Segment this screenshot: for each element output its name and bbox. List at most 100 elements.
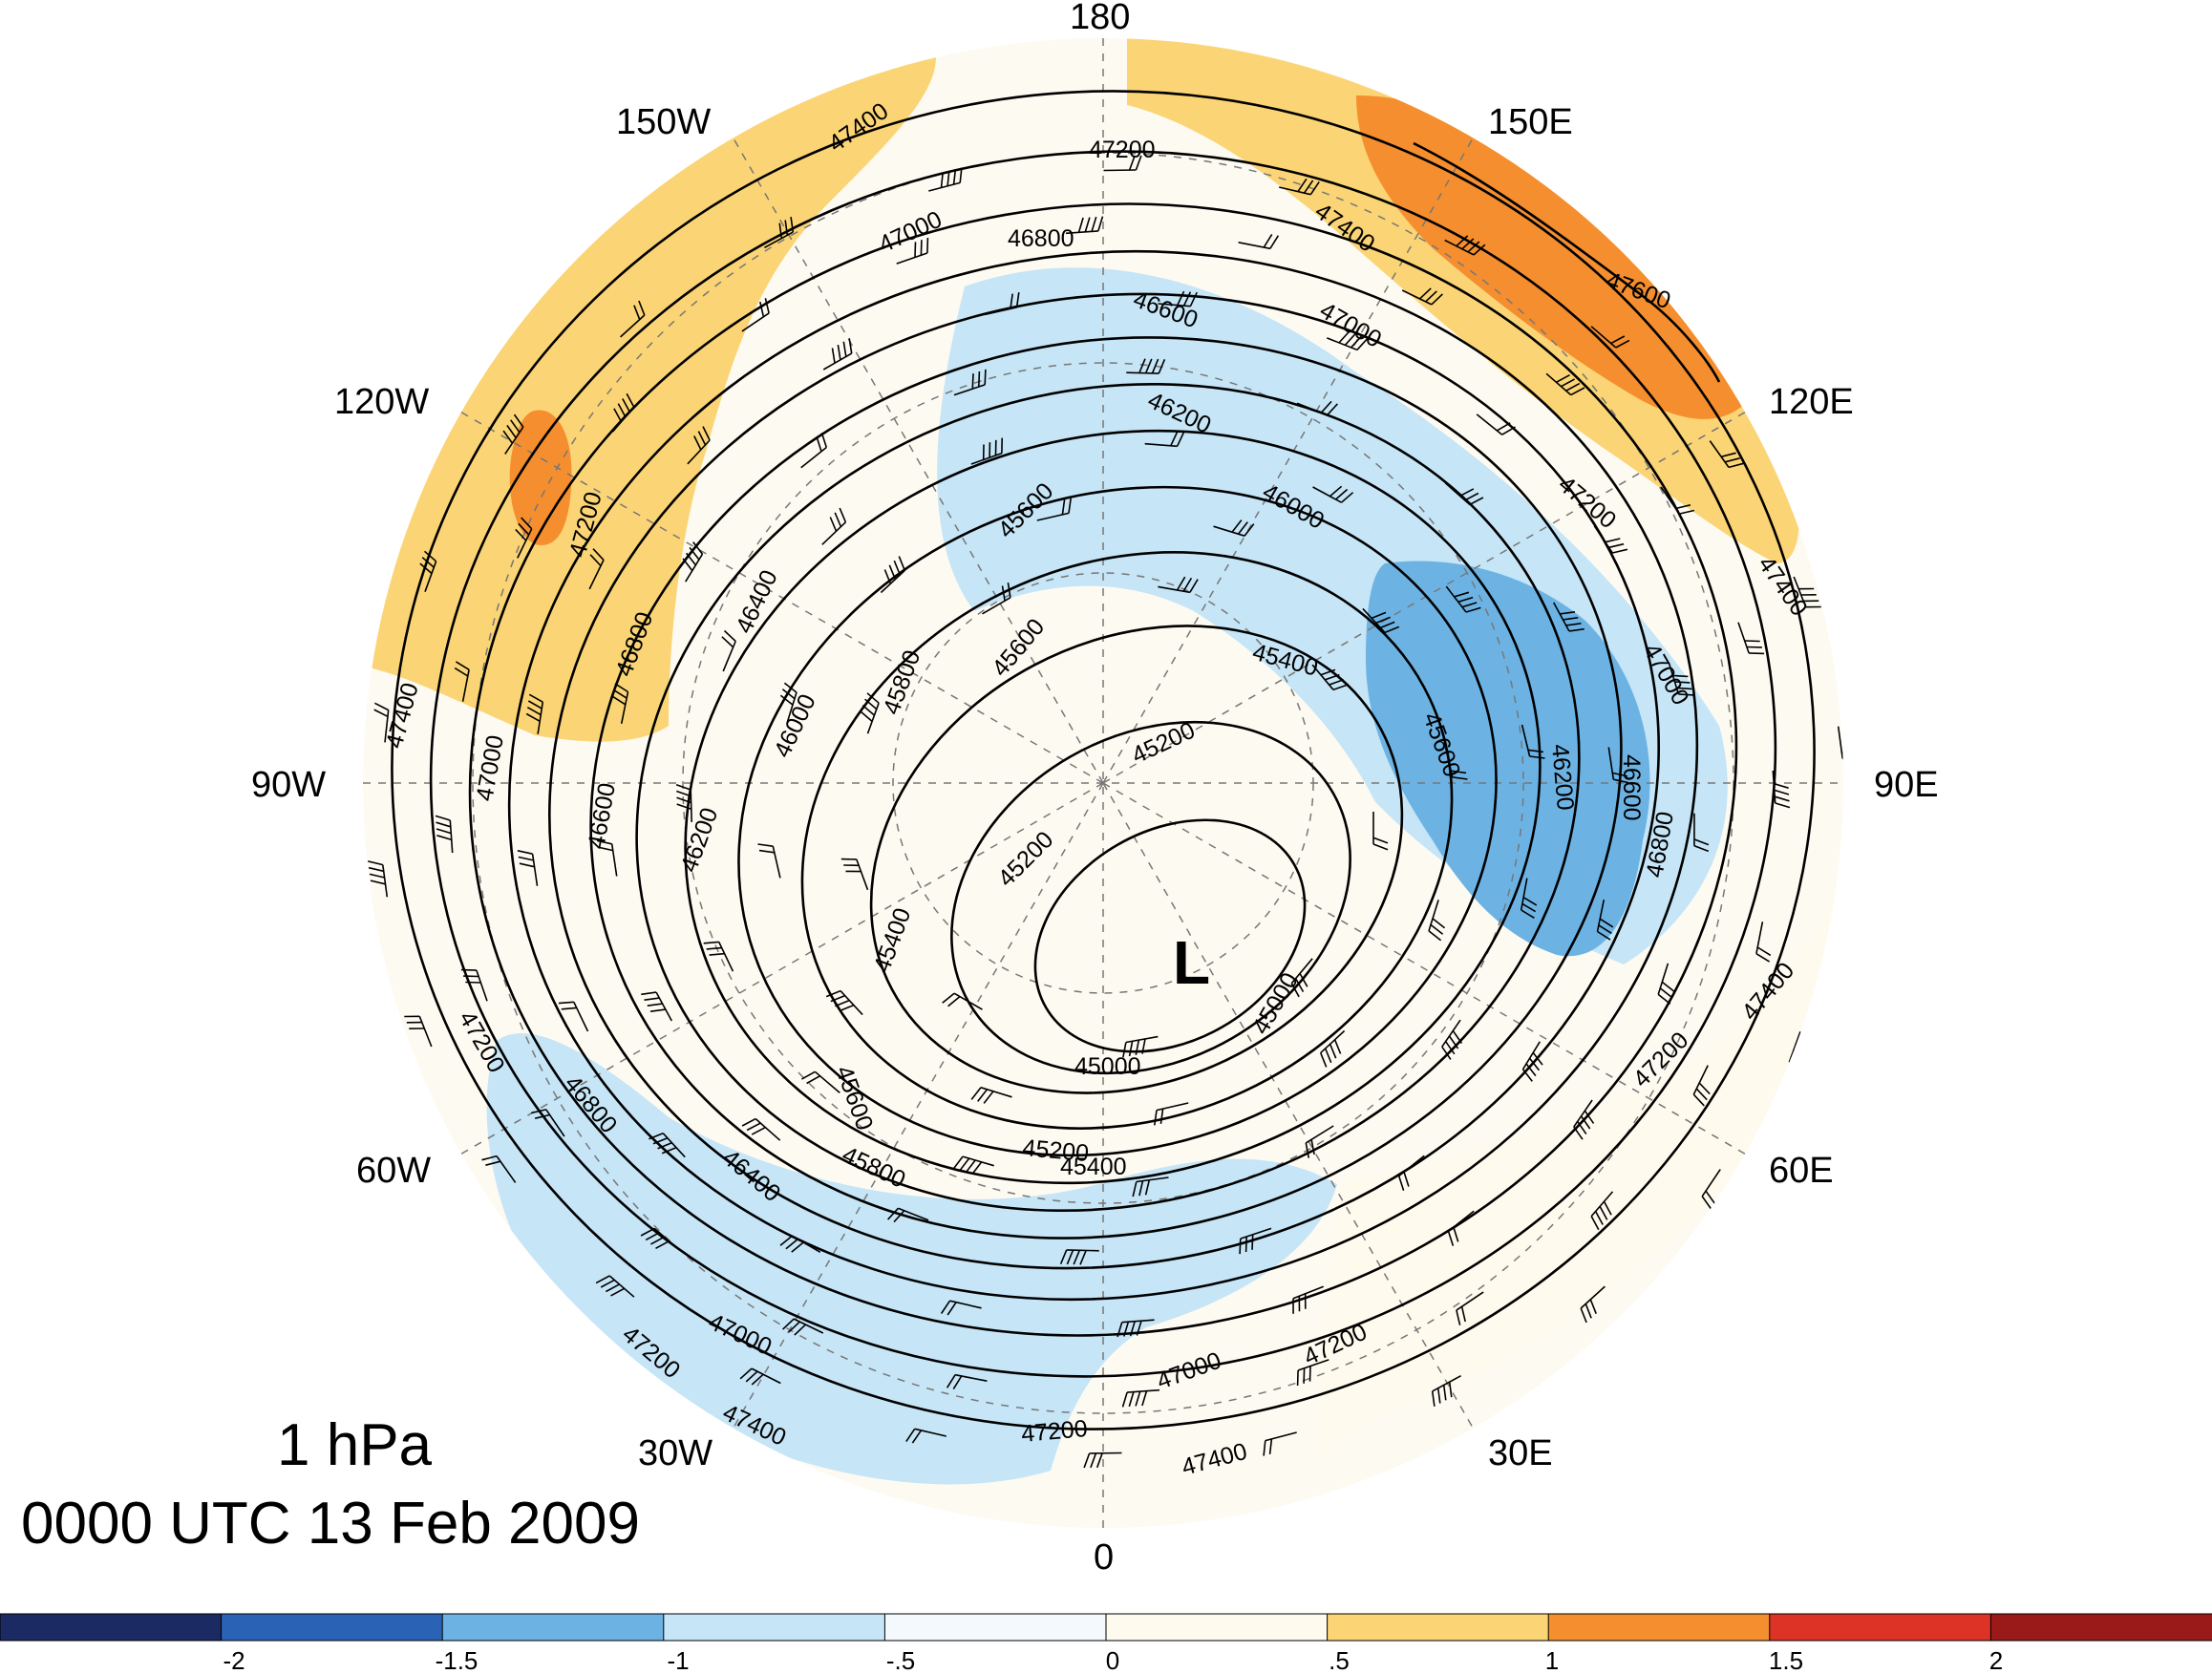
wind-barb-feather [652,1136,669,1145]
contour-46800 [507,250,1699,1301]
wind-barb-feather [1303,1367,1306,1384]
wind-barb-feather [644,997,660,1001]
wind-barb-feather [781,689,796,700]
wind-barb-feather [1340,492,1354,503]
wind-barb-feather [1693,844,1710,853]
wind-barb-feather [758,849,776,854]
wind-barb-feather [676,803,692,811]
wind-barb-feather [971,1161,983,1176]
wind-barb-feather [1083,1452,1091,1469]
wind-barb-feather [1268,1438,1273,1454]
wind-barb-feather [527,700,542,710]
wind-barb-feather [1297,178,1308,193]
wind-barb-feather [1329,485,1343,498]
wind-barb [1521,1041,1541,1070]
wind-barb-feather [1263,1440,1266,1456]
wind-barb [608,1275,635,1298]
wind-barb-feather [436,828,452,835]
wind-barb-feather [692,541,704,555]
wind-barb-feather [721,636,734,648]
wind-barb-feather [706,946,722,950]
wind-barb [821,521,846,545]
wind-barb-feather [455,661,470,670]
wind-barb-feather [645,1232,660,1241]
wind-barb-feather [1332,684,1349,691]
wind-barb-feather [1237,521,1248,535]
wind-barb-feather [369,873,385,879]
colorbar-tick-label: .5 [1329,1646,1350,1674]
wind-barb [772,846,781,879]
wind-barb-feather [1453,1226,1459,1242]
wind-barb-feather [610,1287,625,1297]
wind-barb-feather [519,862,535,868]
wind-barb-feather [1612,548,1628,554]
wind-barb-feather [1177,290,1185,306]
wind-barb [1456,1291,1484,1311]
wind-barb [418,1016,433,1048]
colorbar-box [663,1613,886,1642]
wind-barb-feather [1128,155,1136,171]
wind-barb-feather [1755,953,1771,963]
wind-barb-feather [1121,1391,1128,1408]
wind-barb-feather [1841,751,1843,757]
wind-barb-feather [1309,180,1320,196]
colorbar-tick-label: 1 [1545,1646,1559,1674]
wind-barb [755,1118,781,1141]
wind-barb-feather [1351,335,1362,349]
wind-barb-feather [661,1146,677,1155]
wind-barb-feather [1521,1069,1533,1082]
wind-barb-feather [1473,244,1486,256]
wind-barb [1596,900,1606,932]
wind-barb-feather [1585,1303,1592,1319]
wind-barb-feather [1303,180,1314,194]
wind-barb-feather [751,1126,766,1135]
wind-barb-feather [952,169,957,185]
wind-barb-feather [1522,897,1538,906]
wind-barb [1432,1374,1461,1392]
wind-barb-feather [1128,1041,1134,1057]
wind-barb-feather [1724,457,1740,463]
wind-barb-feather [703,941,719,944]
wind-barb-feather [1774,795,1790,802]
wind-barb-feather [1154,1110,1158,1126]
colorbar-tick-label: -.5 [886,1646,915,1674]
wind-barb-feather [1693,838,1710,846]
wind-barb-feather [1244,1236,1247,1253]
wind-barb-feather [970,1087,982,1100]
wind-barb-feather [1441,1046,1452,1060]
wind-barb-feather [1701,1196,1712,1210]
wind-barb-feather [1749,652,1765,655]
shading-positive-strong-west [509,410,572,545]
wind-barb-feather [521,517,533,530]
wind-barb-feather [1528,1057,1541,1071]
wind-barb [1238,242,1271,250]
wind-barb [1121,1319,1155,1324]
wind-barb-feather [1599,918,1614,928]
wind-barb [1065,230,1098,235]
wind-barb-feather [614,683,628,693]
wind-barb [949,1300,982,1309]
wind-barb-feather [1464,492,1479,501]
wind-barb [1362,607,1386,633]
wind-barb-feather [1692,1093,1705,1107]
wind-barb [1660,486,1680,515]
wind-barb [1448,1210,1475,1233]
wind-barb [504,426,524,455]
wind-barb-feather [1073,1249,1081,1265]
wind-barb-feather [622,398,631,413]
wind-barb-feather [1675,504,1691,510]
wind-barb [517,528,533,559]
wind-barb-feather [1728,462,1744,469]
height-contours [391,90,1816,1430]
wind-barb-feather [454,667,469,677]
wind-barb-feather [1001,585,1006,602]
wind-barb-feather [1577,1120,1587,1135]
wind-barb-feather [1333,1039,1342,1054]
wind-barb [1158,303,1191,307]
wind-barb-feather [1294,978,1305,992]
wind-barb-feather [1695,1088,1708,1101]
wind-barb-feather [370,879,386,885]
wind-barb-feather [1610,335,1626,345]
wind-barb [1607,747,1615,780]
wind-barb-feather [596,839,612,845]
